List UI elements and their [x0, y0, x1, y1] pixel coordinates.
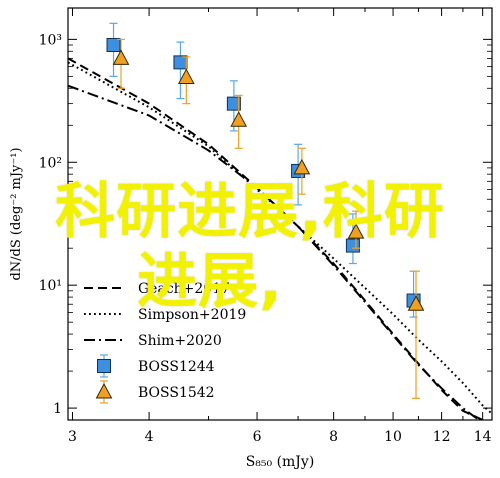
- legend-marker-square: [97, 359, 111, 373]
- legend: Geach+2017 Simpson+2019 Shim+2020 BOSS1244 B…: [84, 281, 246, 404]
- legend-label: Shim+2020: [138, 333, 222, 349]
- data-point-triangle: [293, 158, 311, 175]
- axes: 3 4 6 8 10 12 14 1 10¹ 10² 10³: [39, 8, 492, 445]
- watermark-text-line2: 进展,: [137, 247, 283, 317]
- data-point-triangle: [112, 49, 130, 65]
- model-lines: [68, 57, 492, 420]
- model-line-dotted: [68, 61, 492, 415]
- x-tick-label: 6: [253, 429, 262, 445]
- x-axis-label: S₈₅₀ (mJy): [246, 454, 315, 470]
- y-axis-label: dN/dS (deg⁻² mJy⁻¹): [9, 147, 24, 280]
- x-tick-label: 12: [433, 429, 451, 445]
- y-tick-label: 10³: [39, 32, 62, 48]
- data-point-triangle: [407, 295, 425, 311]
- y-tick-label: 1: [53, 401, 62, 417]
- x-tick-label: 10: [384, 429, 402, 445]
- model-line-dashed: [68, 57, 484, 420]
- x-tick-label: 3: [68, 429, 77, 445]
- data-point-triangle: [177, 68, 195, 84]
- data-point-square: [226, 96, 241, 111]
- data-point-square: [106, 37, 121, 52]
- y-tick-label: 10¹: [39, 278, 62, 294]
- legend-label: BOSS1244: [138, 359, 215, 375]
- watermark-text-line1: 科研进展,科研: [55, 177, 445, 247]
- data-point-square: [173, 55, 188, 70]
- data-point-triangle: [347, 223, 365, 239]
- legend-label: BOSS1542: [138, 385, 215, 401]
- x-tick-label: 8: [329, 429, 338, 445]
- x-tick-label: 14: [474, 429, 492, 445]
- y-tick-label: 10²: [39, 155, 62, 171]
- data-point-triangle: [230, 111, 248, 127]
- legend-label: Geach+2017: [138, 281, 230, 297]
- x-tick-label: 4: [145, 429, 154, 445]
- plot-frame: [67, 7, 493, 421]
- legend-label: Simpson+2019: [138, 307, 246, 323]
- legend-marker-triangle: [95, 382, 113, 399]
- data-points: [106, 22, 425, 399]
